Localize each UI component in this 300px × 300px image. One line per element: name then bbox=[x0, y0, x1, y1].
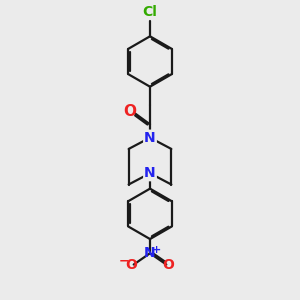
Text: +: + bbox=[152, 245, 161, 255]
Text: N: N bbox=[144, 131, 156, 145]
Text: N: N bbox=[144, 166, 156, 180]
Text: −: − bbox=[118, 254, 129, 268]
Text: N: N bbox=[144, 246, 156, 260]
Text: Cl: Cl bbox=[142, 5, 158, 19]
Text: O: O bbox=[163, 258, 175, 272]
Text: O: O bbox=[125, 258, 137, 272]
Text: O: O bbox=[124, 104, 136, 119]
